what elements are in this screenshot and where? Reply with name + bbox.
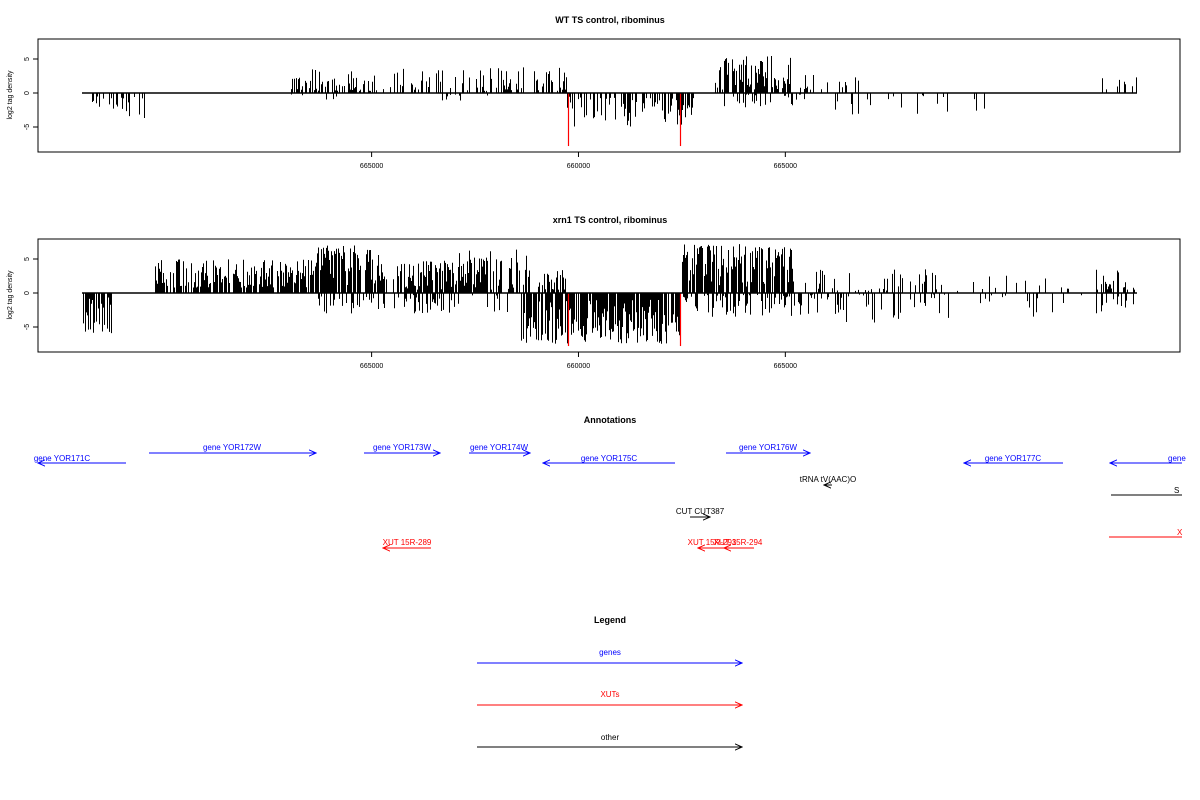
y-tick-label: -5 — [24, 324, 31, 330]
xut-label-294: XUT 15R-294 — [714, 538, 763, 547]
legend-xuts-label: XUTs — [600, 690, 619, 699]
y-tick-label: 0 — [24, 291, 31, 295]
panel-xrn1-frame — [37, 238, 1181, 353]
cut-label: CUT CUT387 — [676, 507, 725, 516]
panel-xrn1-ylabel: log2 tag density — [7, 270, 14, 320]
annotations-title: Annotations — [584, 415, 637, 425]
legend-title: Legend — [594, 615, 626, 625]
gene-label-yor173w: gene YOR173W — [373, 443, 432, 452]
panel-xrn1-y-axis: 5 0 -5 — [24, 257, 38, 330]
panel-wt-ylabel: log2 tag density — [7, 70, 14, 120]
gene-label-yor175c: gene YOR175C — [581, 454, 638, 463]
x-tick-label: 660000 — [567, 163, 590, 170]
x-tick-label: 665000 — [774, 163, 797, 170]
panel-wt-title: WT TS control, ribominus — [555, 15, 665, 25]
gene-label-yor174w: gene YOR174W — [470, 443, 529, 452]
gene-label-yor177c: gene YOR177C — [985, 454, 1042, 463]
x-tick-label: 665000 — [360, 163, 383, 170]
panel-wt-bars — [92, 56, 1137, 147]
y-tick-label: 0 — [24, 91, 31, 95]
y-tick-label: 5 — [24, 57, 31, 61]
panel-xrn1-bars — [83, 244, 1135, 347]
legend: Legend genes XUTs other — [477, 615, 742, 747]
x-tick-label: 660000 — [567, 363, 590, 370]
other-label-edge: S — [1174, 486, 1179, 495]
y-tick-label: 5 — [24, 257, 31, 261]
panel-wt-y-axis: 5 0 -5 — [24, 57, 38, 130]
legend-other-label: other — [601, 733, 620, 742]
x-tick-label: 665000 — [360, 363, 383, 370]
panel-wt: WT TS control, ribominus log2 tag densit… — [7, 15, 1181, 170]
y-tick-label: -5 — [24, 124, 31, 130]
x-tick-label: 665000 — [774, 363, 797, 370]
annotations-panel: Annotations gene YOR171C gene YOR172W ge… — [34, 415, 1186, 548]
gene-label-yor171c: gene YOR171C — [34, 454, 91, 463]
trna-label: tRNA tV(AAC)O — [800, 475, 856, 484]
panel-wt-x-axis: 665000 660000 665000 — [360, 152, 797, 170]
xut-label-edge: X — [1177, 528, 1183, 537]
gene-label-yor172w: gene YOR172W — [203, 443, 262, 452]
panel-xrn1-title: xrn1 TS control, ribominus — [553, 215, 668, 225]
xut-label-289: XUT 15R-289 — [383, 538, 432, 547]
gene-label-yor176w: gene YOR176W — [739, 443, 798, 452]
panel-xrn1-x-axis: 665000 660000 665000 — [360, 352, 797, 370]
gene-label-edge: gene — [1168, 454, 1186, 463]
panel-xrn1: xrn1 TS control, ribominus log2 tag dens… — [7, 215, 1181, 370]
panel-wt-frame — [37, 38, 1181, 153]
legend-genes-label: genes — [599, 648, 621, 657]
xut-label-293: XUT 15R-293 — [688, 538, 737, 547]
